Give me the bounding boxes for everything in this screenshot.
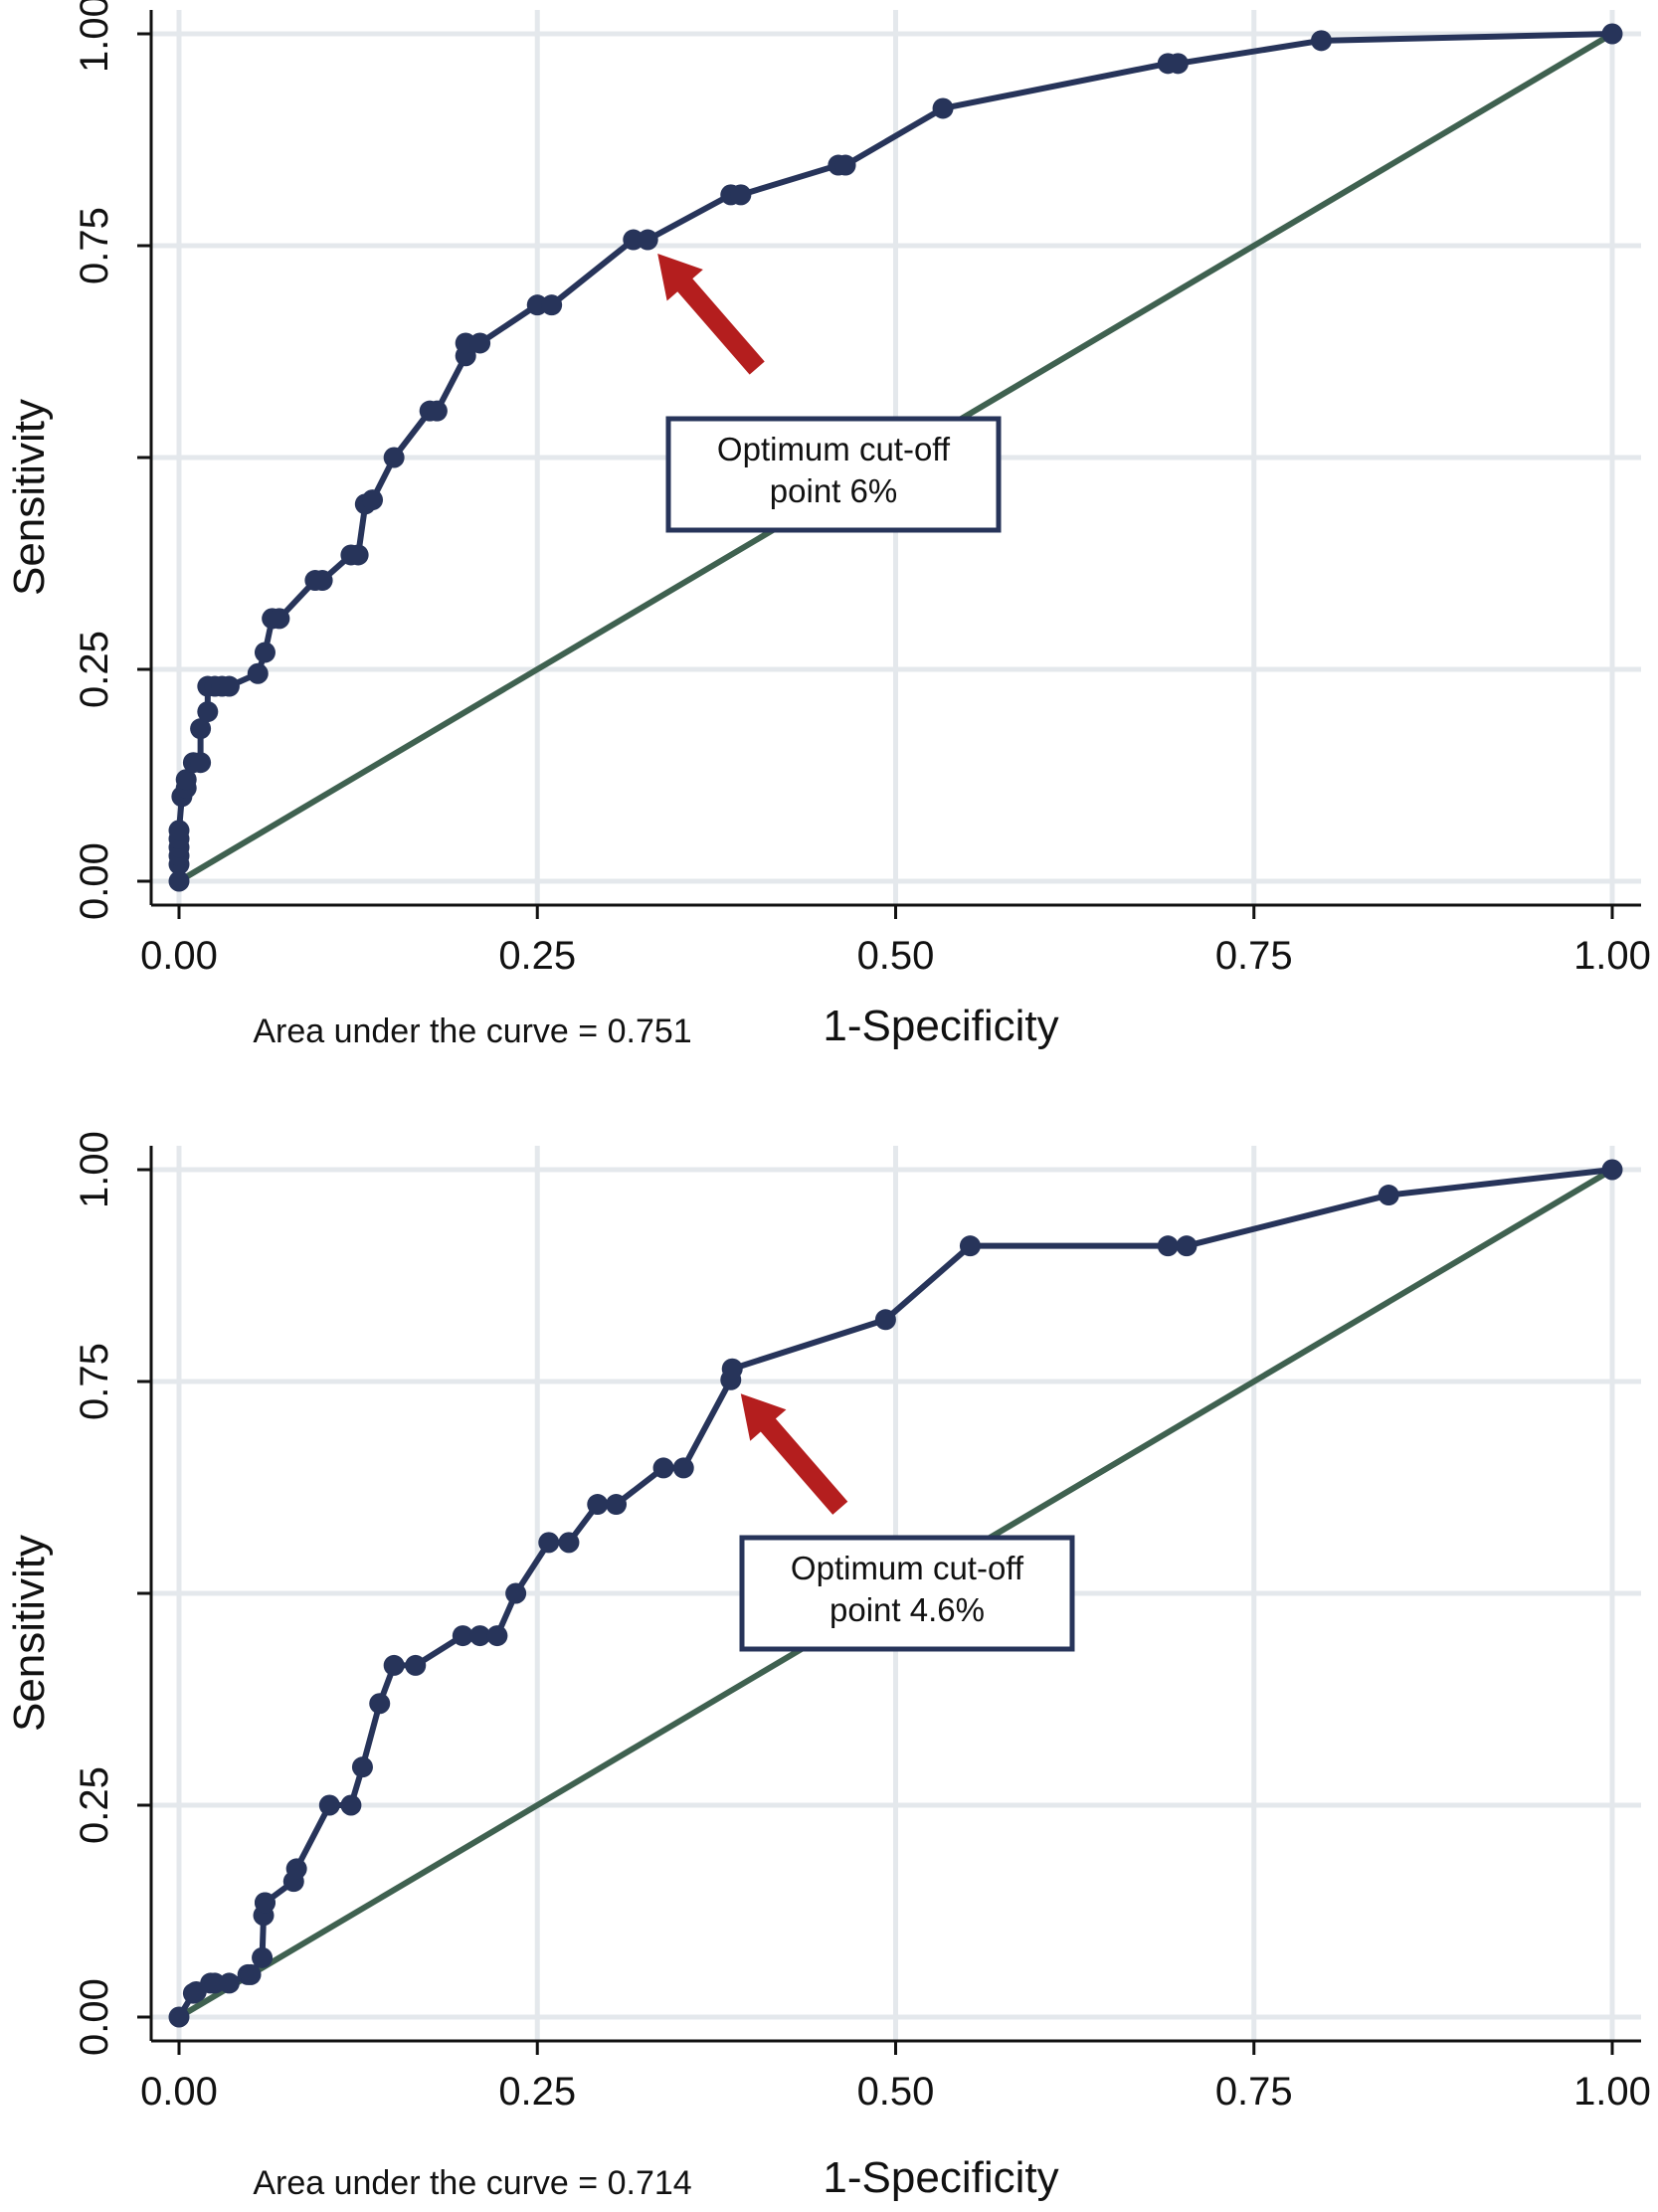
roc-point — [1167, 53, 1189, 75]
roc-point — [834, 154, 856, 176]
x-tick-label: 1.00 — [1573, 934, 1651, 978]
roc-point — [452, 1625, 473, 1647]
roc-point — [168, 870, 190, 892]
roc-point — [959, 1235, 981, 1257]
x-tick-label: 0.00 — [140, 2070, 218, 2114]
x-tick-label: 0.25 — [498, 2070, 576, 2114]
roc-point — [637, 229, 658, 251]
roc-point — [932, 97, 954, 119]
y-tick-label: 1.00 — [73, 1131, 116, 1208]
roc-point — [558, 1532, 580, 1554]
cutoff-callout-box — [665, 416, 1002, 533]
x-tick-label: 0.50 — [857, 2070, 935, 2114]
roc-point — [426, 400, 448, 422]
x-tick-label: 0.50 — [857, 934, 935, 978]
roc-point — [455, 332, 476, 354]
y-tick-label: 0.00 — [73, 1978, 116, 2056]
roc-point — [347, 544, 369, 566]
roc-point — [721, 1358, 743, 1380]
cutoff-callout-text: point 6% — [770, 472, 897, 509]
roc-point — [190, 718, 212, 740]
roc-point — [874, 1309, 896, 1331]
x-tick-label: 0.25 — [498, 934, 576, 978]
roc-point — [1378, 1185, 1399, 1206]
roc-point — [318, 1794, 340, 1816]
roc-point — [486, 1625, 508, 1647]
roc-point — [1310, 30, 1332, 52]
roc-point — [340, 1794, 362, 1816]
y-tick-label: 0.75 — [73, 1343, 116, 1420]
roc-point — [240, 1963, 262, 1985]
y-tick-label: 0.75 — [73, 207, 116, 284]
roc-panel-1: 0.00 0.25 0.50 0.75 1.00 0.00 0.25 0.75 1.00 Sens… — [5, 0, 1651, 1050]
auc-label: Area under the curve = 0.714 — [253, 2164, 691, 2202]
roc-point — [383, 1654, 405, 1676]
roc-point — [311, 570, 333, 592]
cutoff-callout-text: Optimum cut-off — [717, 431, 951, 467]
roc-point — [587, 1494, 609, 1516]
x-axis-title: 1-Specificity — [823, 1002, 1058, 1050]
auc-label: Area under the curve = 0.751 — [253, 1013, 691, 1050]
roc-point — [168, 2006, 190, 2028]
roc-point — [1601, 1159, 1623, 1181]
y-tick-label: 0.25 — [73, 1766, 116, 1844]
roc-point — [541, 294, 563, 316]
roc-point — [505, 1582, 527, 1604]
y-tick-label: 0.00 — [73, 842, 116, 920]
roc-point — [175, 769, 197, 791]
y-tick-label: 0.25 — [73, 631, 116, 708]
x-tick-label: 0.75 — [1215, 2070, 1293, 2114]
roc-point — [1601, 23, 1623, 45]
roc-point — [538, 1532, 560, 1554]
x-tick-label: 0.75 — [1215, 934, 1293, 978]
x-axis-title: 1-Specificity — [823, 2153, 1058, 2202]
y-tick-label: 1.00 — [73, 0, 116, 73]
roc-point — [469, 1625, 491, 1647]
x-tick-label: 0.00 — [140, 934, 218, 978]
x-tick-label: 1.00 — [1573, 2070, 1651, 2114]
roc-point — [285, 1858, 307, 1880]
roc-point — [672, 1457, 694, 1479]
roc-point — [218, 675, 240, 697]
roc-point — [254, 1892, 276, 1914]
roc-point — [369, 1693, 391, 1715]
roc-point — [190, 752, 212, 774]
roc-point — [1176, 1235, 1197, 1257]
roc-point — [254, 642, 276, 663]
roc-point — [269, 608, 290, 630]
cutoff-callout-text: Optimum cut-off — [791, 1550, 1024, 1586]
roc-point — [1157, 1235, 1179, 1257]
roc-point — [606, 1494, 628, 1516]
roc-point — [405, 1654, 427, 1676]
roc-point — [351, 1756, 373, 1778]
roc-point — [362, 489, 384, 511]
roc-point — [197, 701, 219, 723]
cutoff-arrow — [657, 254, 765, 375]
roc-point — [247, 662, 269, 684]
roc-point — [204, 1972, 226, 1994]
roc-point — [730, 184, 752, 206]
y-axis-title: Sensitivity — [5, 1535, 54, 1732]
roc-point — [623, 229, 645, 251]
roc-point — [252, 1946, 274, 1968]
roc-point — [526, 294, 548, 316]
cutoff-arrow — [740, 1393, 848, 1515]
roc-point — [218, 1972, 240, 1994]
roc-point — [469, 332, 491, 354]
cutoff-callout-box — [739, 1535, 1075, 1652]
cutoff-callout-text: point 4.6% — [829, 1591, 985, 1628]
roc-point — [383, 447, 405, 468]
roc-point — [168, 820, 190, 841]
y-axis-title: Sensitivity — [5, 399, 54, 596]
roc-panel-2: 0.00 0.25 0.50 0.75 1.00 0.00 0.25 0.75 1.00 Sens… — [5, 1131, 1651, 2202]
roc-point — [652, 1457, 674, 1479]
